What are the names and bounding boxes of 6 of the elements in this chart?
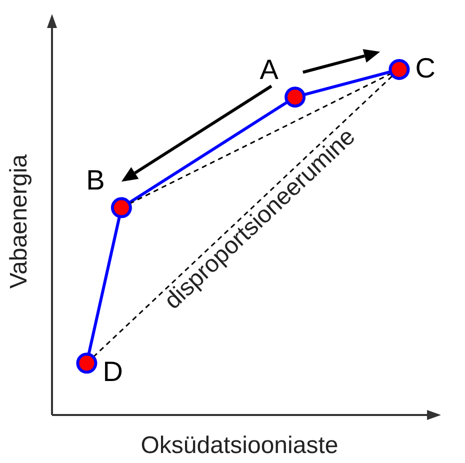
x-axis-title: Oksüdatsiooniaste <box>140 432 338 459</box>
annotation: D <box>102 356 123 388</box>
annotation: C <box>415 52 436 84</box>
y-axis-title: Vabaenergia <box>6 154 33 289</box>
annotation: A <box>260 54 279 86</box>
annotation: B <box>86 164 105 196</box>
